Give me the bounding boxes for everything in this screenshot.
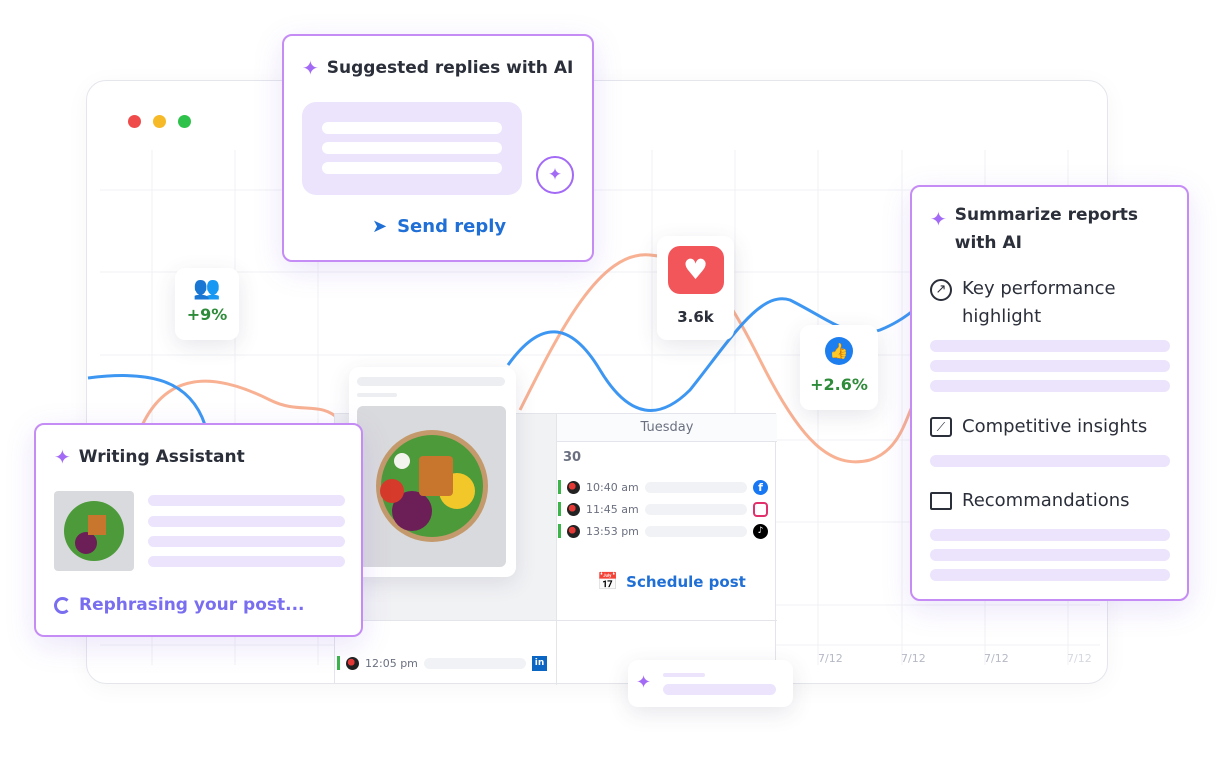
food-bowl-image <box>357 406 506 567</box>
send-reply-button[interactable]: ➤ Send reply <box>372 216 507 237</box>
section-label: Recommandations <box>962 490 1130 511</box>
window-maximize-dot[interactable] <box>178 115 191 128</box>
sparkle-icon: ✦ <box>636 672 652 693</box>
avatar <box>567 524 580 538</box>
sparkle-icon: ✦ <box>930 207 947 231</box>
orange-series-line <box>138 253 917 464</box>
arrow-up-right-circle-icon: ↗ <box>930 279 952 301</box>
food-thumbnail <box>54 491 134 571</box>
line-chart-icon: ⟋ <box>930 417 952 437</box>
ai-generate-button[interactable]: ✦ <box>536 156 574 194</box>
sparkle-icon: ✦ <box>54 445 71 469</box>
calendar-date: 30 <box>563 450 582 465</box>
linkedin-icon: in <box>532 655 547 671</box>
post-time: 13:53 pm <box>586 524 639 538</box>
summarize-reports-card: ✦ Summarize reports with AI ↗ Key performa… <box>910 185 1189 601</box>
ai-suggestion-chip[interactable]: ✦ <box>628 660 793 707</box>
post-preview-card[interactable] <box>349 367 516 577</box>
spinner-icon <box>54 596 71 614</box>
avatar <box>567 502 580 516</box>
reply-bubble <box>302 102 522 195</box>
instagram-icon <box>753 501 768 517</box>
card-title: Summarize reports with AI <box>954 205 1138 253</box>
scheduled-post[interactable]: 12:05 pm in <box>337 652 547 674</box>
suggested-replies-card: ✦ Suggested replies with AI ✦ ➤ Send reply <box>282 34 594 262</box>
blue-series-line <box>87 297 927 426</box>
scheduled-post[interactable]: 11:45 am <box>558 498 768 520</box>
schedule-post-button[interactable]: 📅 Schedule post <box>597 572 746 592</box>
tiktok-icon: ♪ <box>753 523 768 539</box>
facebook-icon: f <box>753 479 768 495</box>
window-minimize-dot[interactable] <box>153 115 166 128</box>
post-time: 11:45 am <box>586 502 639 516</box>
post-time: 12:05 pm <box>365 656 418 670</box>
avatar <box>346 656 359 670</box>
x-axis-label: 7/12 <box>901 652 926 665</box>
followers-stat-card: 👥 +9% <box>175 268 239 340</box>
send-icon: ➤ <box>372 216 388 237</box>
writing-assistant-card: ✦ Writing Assistant Rephrasing your post.… <box>34 423 363 637</box>
engagement-stat-card: 👍 +2.6% <box>800 325 878 410</box>
rephrasing-status: Rephrasing your post... <box>54 595 305 615</box>
heart-icon: ♥ <box>667 246 724 294</box>
x-axis-label: 7/12 <box>984 652 1009 665</box>
section-label: Competitive insights <box>962 416 1148 437</box>
stat-value: +2.6% <box>810 375 868 394</box>
scheduled-post[interactable]: 10:40 am f <box>558 476 768 498</box>
stat-value: +9% <box>186 305 228 324</box>
sparkle-icon: ✦ <box>302 56 319 80</box>
x-axis-label: 7/12 <box>818 652 843 665</box>
avatar <box>567 480 580 494</box>
calendar-day-header: Tuesday <box>557 414 777 442</box>
scheduled-post[interactable]: 13:53 pm ♪ <box>558 520 768 542</box>
section-label: Key performance highlight <box>962 278 1116 327</box>
card-title: Suggested replies with AI <box>326 58 574 78</box>
post-time: 10:40 am <box>586 480 639 494</box>
thumbs-up-icon: 👍 <box>825 337 853 365</box>
users-icon: 👥 <box>193 276 221 301</box>
x-axis-label: 7/12 <box>1067 652 1092 665</box>
likes-stat-card: ♥ 3.6k <box>657 236 734 340</box>
card-title: Writing Assistant <box>78 447 245 467</box>
window-close-dot[interactable] <box>128 115 141 128</box>
calendar-add-icon: 📅 <box>597 572 619 592</box>
presentation-icon <box>930 492 952 510</box>
stat-value: 3.6k <box>677 308 714 326</box>
